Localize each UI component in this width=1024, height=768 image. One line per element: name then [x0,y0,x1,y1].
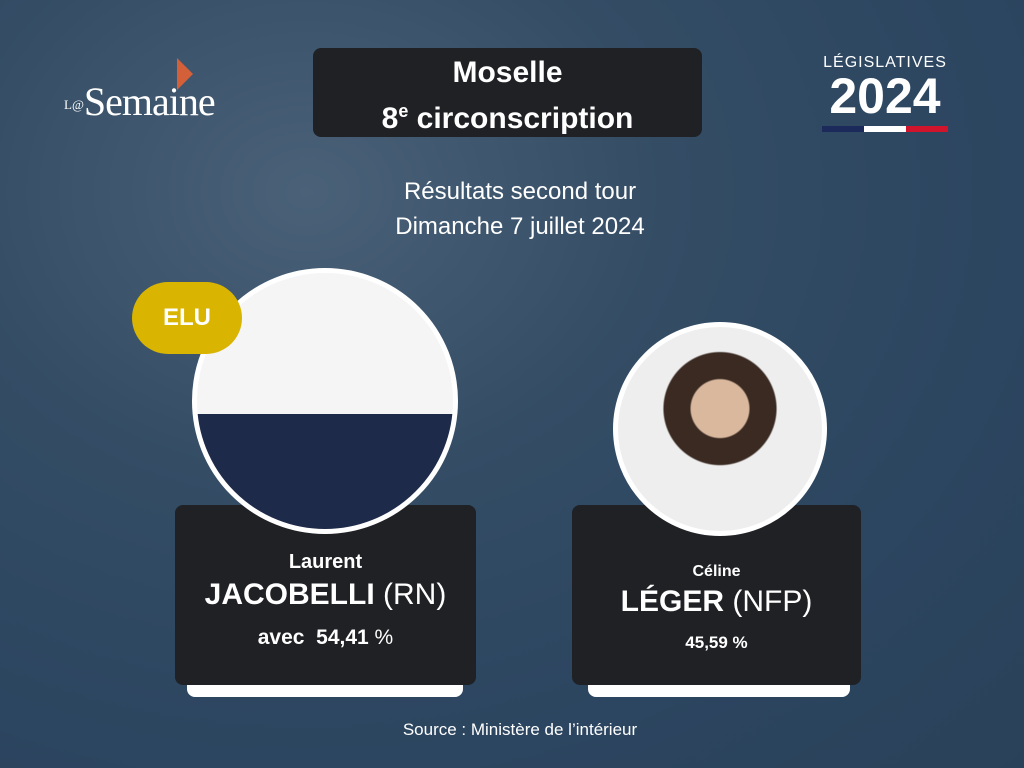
full-name: LÉGER (NFP) [620,585,813,618]
legislatives-badge: LÉGISLATIVES 2024 [822,54,948,132]
logo-name: Semaine [83,79,216,124]
logo: L@Semaine [64,58,216,125]
source-note: Source : Ministère de l’intérieur [402,720,638,739]
badge-label: LÉGISLATIVES [823,54,947,71]
elected-badge: ELU [132,282,242,354]
french-flag-bar [822,126,948,132]
first-name: Laurent [288,551,363,573]
circonscription-title: 8e circonscription [381,101,634,135]
score: 45,59 % [685,633,748,652]
title-box: Moselle 8e circonscription [313,48,702,137]
subtitle: Résultats second tour Dimanche 7 juillet… [395,178,645,240]
card-underline [187,683,463,697]
first-name: Céline [692,563,741,580]
logo-triangle-icon [177,58,193,90]
logo-prefix: L@ [64,97,84,112]
score: avec 54,41 % [257,626,394,649]
candidate-photo-leger [613,322,827,536]
candidate-card-jacobelli: Laurent JACOBELLI (RN) avec 54,41 % [175,505,476,685]
badge-year: 2024 [829,68,941,124]
department-title: Moselle [452,56,563,89]
full-name: JACOBELLI (RN) [204,578,447,611]
candidate-card-leger: Céline LÉGER (NFP) 45,59 % [572,505,861,685]
card-underline [588,683,850,697]
